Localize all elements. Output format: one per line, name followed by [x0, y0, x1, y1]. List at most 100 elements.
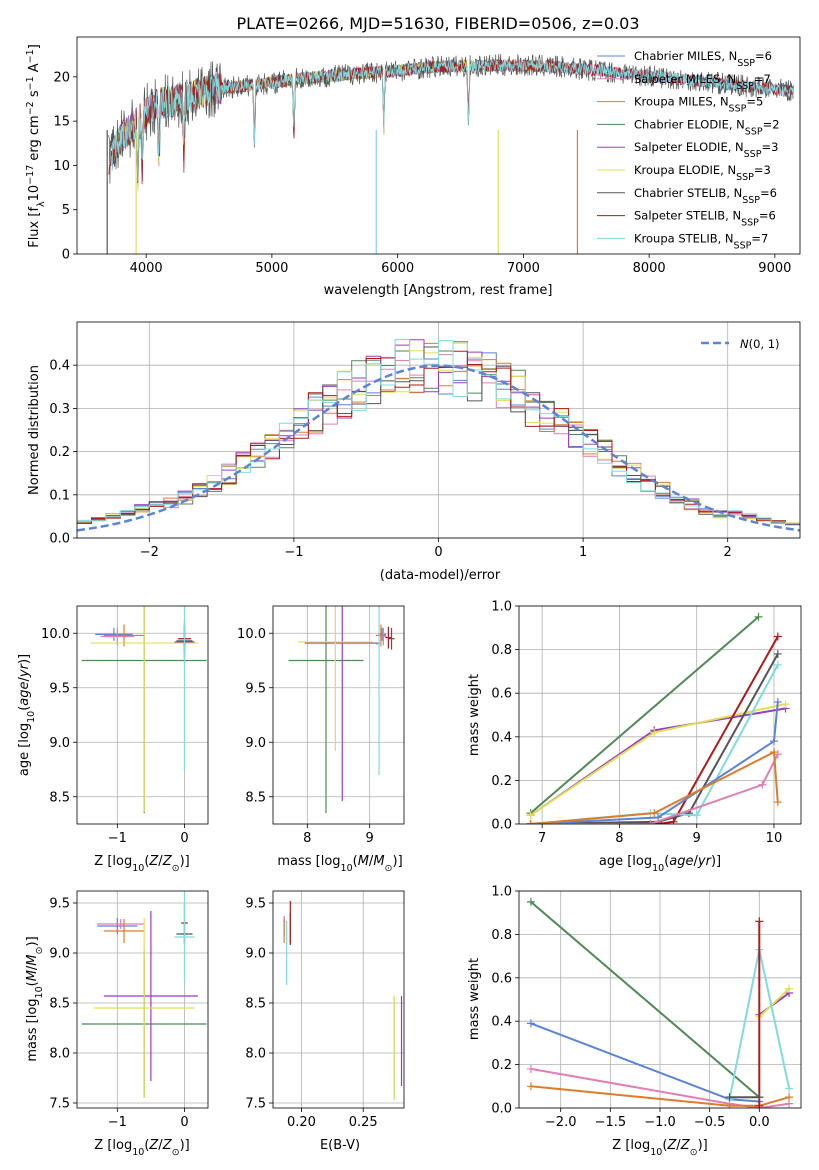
axes-mass_vs_ebv: 0.20 0.25 7.5 8.0 8.5 9.0 9.5 — [245, 890, 405, 1130]
label-part: Z [log — [94, 1138, 132, 1153]
axes-spectrum: 4000 5000 6000 7000 8000 9000 0 5 10 15 20 — [53, 36, 801, 276]
label-part: SSP — [745, 126, 763, 137]
label-part: Flux [f — [27, 207, 42, 248]
label-part: ⊙ — [385, 863, 393, 874]
label-part: ( — [144, 854, 149, 869]
label-part: M — [373, 854, 384, 869]
label-part: )] — [180, 1138, 190, 1153]
y-axis-label: mass weight — [467, 958, 482, 1040]
weight-marker — [785, 1093, 794, 1102]
label-part: SSP — [737, 58, 755, 69]
weight-marker — [526, 820, 535, 824]
label-part: mass [log — [277, 854, 340, 869]
weight-marker — [526, 897, 535, 906]
label-part: 10 — [132, 863, 144, 874]
label-part: Kroupa STELIB, N — [634, 231, 734, 245]
y-tick-label: 0.4 — [491, 1015, 512, 1030]
y-tick-label: 0.8 — [491, 643, 512, 658]
label-part: Chabrier STELIB, N — [634, 186, 742, 200]
weight-marker — [646, 820, 655, 824]
plot-area-mass_vs_Z — [81, 892, 207, 1098]
x-axis-label: Z [log10(Z/Z⊙)] — [612, 1138, 707, 1158]
y-tick-label: 20 — [53, 70, 70, 85]
axes-weight_vs_age: 7 8 9 10 0.0 0.2 0.4 0.6 0.8 1.0 — [491, 600, 802, 846]
weight-marker — [773, 660, 782, 669]
x-tick-label: −1.5 — [595, 1115, 627, 1130]
label-part: )] — [17, 654, 32, 664]
y-tick-label: 9.0 — [245, 736, 266, 751]
weight-line-salpeter_stelib — [530, 636, 779, 824]
y-tick-label: 0.6 — [491, 687, 512, 702]
label-part: Z — [148, 854, 159, 869]
label-part: ( — [17, 706, 32, 711]
weight-marker — [773, 697, 782, 706]
weight-marker — [785, 1084, 794, 1093]
label-part: )] — [180, 854, 190, 869]
label-part: =5 — [746, 95, 763, 109]
weight-marker — [526, 1019, 535, 1028]
label-part: SSP — [729, 103, 747, 114]
axes-age_vs_Z: −1 0 8.5 9.0 9.5 10.0 — [41, 605, 209, 846]
y-tick-label: 8.5 — [49, 790, 70, 805]
axes-residuals: −2 −1 0 1 2 0.0 0.1 0.2 0.3 0.4 — [49, 321, 801, 560]
plot-area-age_vs_mass — [288, 606, 395, 814]
label-part: s — [27, 90, 42, 101]
label-part: =3 — [754, 163, 771, 177]
y-tick-label: 0.4 — [49, 359, 70, 374]
label-part: −1 — [25, 49, 36, 63]
y-tick-label: 9.0 — [245, 947, 266, 962]
x-tick-label: 9 — [693, 831, 701, 846]
label-part: / — [158, 854, 163, 869]
y-tick-label: 0.1 — [49, 488, 70, 503]
label-part: Z [log — [94, 854, 132, 869]
label-part: / — [17, 676, 32, 681]
label-part: −17 — [25, 165, 36, 185]
weight-line-chabrier_stelib — [530, 653, 779, 824]
weight-marker — [692, 811, 701, 820]
label-part: age [log — [17, 723, 32, 776]
label-part: −1 — [25, 76, 36, 90]
label-part: =3 — [761, 140, 778, 154]
weight-marker — [669, 817, 678, 824]
axes-frame — [272, 605, 405, 825]
y-tick-label: 0.3 — [49, 402, 70, 417]
label-part: age — [17, 681, 32, 705]
x-tick-label: −1 — [108, 831, 127, 846]
legend-label: Salpeter STELIB, NSSP=6 — [634, 209, 776, 229]
x-axis-label: mass [log10(M/M⊙)] — [277, 854, 402, 874]
label-part: 10 — [34, 986, 45, 998]
label-part: Z — [162, 1138, 173, 1153]
plot-area-spectrum — [106, 54, 795, 254]
x-tick-label: −1 — [108, 1115, 127, 1130]
label-part: ⊙ — [34, 946, 45, 954]
label-part: 10 — [652, 863, 664, 874]
axes-frame — [76, 890, 209, 1109]
legend-label: Kroupa STELIB, NSSP=7 — [634, 231, 768, 251]
weight-marker — [526, 811, 535, 820]
label-part: M — [25, 954, 40, 965]
y-tick-label: 9.5 — [49, 681, 70, 696]
label-part: SSP — [741, 217, 759, 228]
y-tick-label: 0.8 — [491, 928, 512, 943]
weight-marker — [526, 1082, 535, 1091]
x-axis-label: age [log10(age/yr)] — [599, 854, 721, 874]
label-part: ( — [664, 854, 669, 869]
weight-line-kroupa_miles — [530, 1085, 790, 1107]
label-part: Salpeter MILES, N — [634, 72, 736, 86]
label-part: M — [25, 970, 40, 981]
label-part: SSP — [736, 80, 754, 91]
legend-label: Chabrier MILES, NSSP=6 — [634, 49, 772, 69]
y-tick-label: 0.2 — [49, 445, 70, 460]
y-tick-label: 10 — [53, 159, 70, 174]
y-tick-label: 0.4 — [491, 730, 512, 745]
legend-label: Salpeter ELODIE, NSSP=3 — [634, 140, 778, 160]
label-part: mass [log — [25, 998, 40, 1061]
label-part: =2 — [763, 117, 780, 131]
label-part: =6 — [759, 209, 776, 223]
weight-marker — [754, 612, 763, 621]
label-part: / — [694, 854, 699, 869]
y-tick-label: 0.2 — [491, 1058, 512, 1073]
y-tick-label: 7.5 — [245, 1097, 266, 1112]
y-tick-label: 0.0 — [491, 818, 512, 833]
